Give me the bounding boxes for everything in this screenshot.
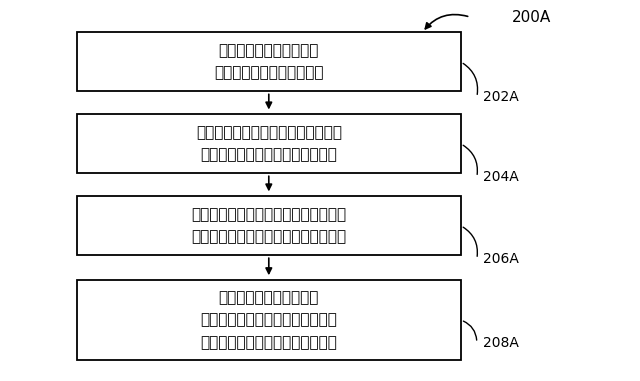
Text: 窓領域を配向するために
サンプル容器を回転させる: 窓領域を配向するために サンプル容器を回転させる [214, 43, 324, 80]
Text: 200A: 200A [512, 10, 551, 24]
Text: 208A: 208A [483, 336, 519, 350]
Text: サンプル容器に収容される臨床分析
サンプルに放射ビームを送出する: サンプル容器に収容される臨床分析 サンプルに放射ビームを送出する [196, 125, 342, 162]
Bar [77, 280, 461, 360]
Bar [77, 114, 461, 173]
Bar [77, 32, 461, 91]
Bar [77, 196, 461, 255]
Text: 206A: 206A [483, 252, 519, 266]
Text: 撮影された放射ビームを
臨床分析サンプルの中の干渉物質
の有無を判定するように分析する: 撮影された放射ビームを 臨床分析サンプルの中の干渉物質 の有無を判定するように分… [200, 290, 337, 350]
Text: サンプル容器または臨床分析サンプル
から反射された放射ビームを撮影する: サンプル容器または臨床分析サンプル から反射された放射ビームを撮影する [191, 207, 346, 244]
Text: 204A: 204A [483, 170, 519, 184]
Text: 202A: 202A [483, 90, 519, 104]
